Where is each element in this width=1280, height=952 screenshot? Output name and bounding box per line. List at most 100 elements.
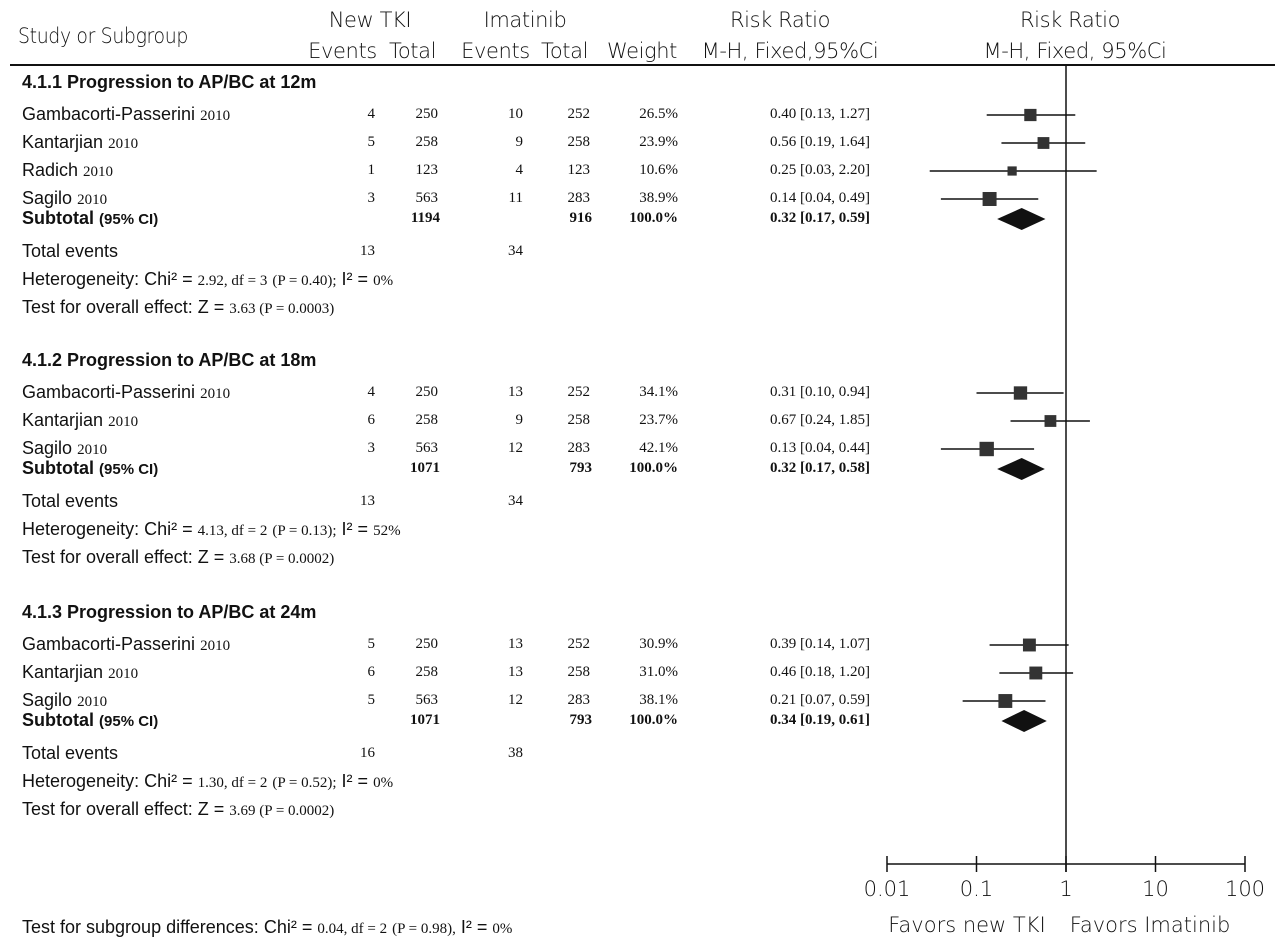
study-t2: 258 xyxy=(567,412,591,428)
overall-effect-label: Test for overall effect: xyxy=(22,547,193,567)
study-row: Sagilo 2010 xyxy=(22,188,107,209)
subtotal-label: Subtotal xyxy=(22,710,94,730)
subtotal-ci: 0.34 [0.19, 0.61] xyxy=(770,712,870,728)
study-t1: 250 xyxy=(415,106,439,122)
study-year: 2010 xyxy=(200,386,231,402)
study-t2: 252 xyxy=(567,106,591,122)
study-year: 2010 xyxy=(77,192,108,208)
study-name: Sagilo xyxy=(22,188,73,208)
subgroup-test: Test for subgroup differences: Chi² = 0.… xyxy=(22,917,512,938)
heterogeneity-label: Heterogeneity: xyxy=(22,771,140,791)
subgroup-test-i2-value: 0% xyxy=(492,921,513,937)
total-events-label: Total events xyxy=(22,743,119,763)
study-name: Radich xyxy=(22,160,79,180)
study-e1: 3 xyxy=(367,440,376,456)
overall-effect-z: Z = xyxy=(197,297,225,317)
study-ci: 0.21 [0.07, 0.59] xyxy=(770,692,870,708)
study-t1: 123 xyxy=(415,162,439,178)
heterogeneity-chi-val: 1.30, df = 2 xyxy=(197,775,268,791)
heterogeneity-row: Heterogeneity: Chi² = 2.92, df = 3 (P = … xyxy=(22,269,393,290)
subtotal-weight: 100.0% xyxy=(629,460,678,476)
study-t1: 250 xyxy=(415,384,439,400)
study-point xyxy=(998,694,1013,708)
study-ci: 0.40 [0.13, 1.27] xyxy=(770,106,870,122)
heterogeneity-p-paren: (P = 0.13); xyxy=(272,523,337,539)
study-e2: 10 xyxy=(508,106,523,122)
study-year: 2010 xyxy=(77,442,108,458)
heterogeneity-row: Heterogeneity: Chi² = 4.13, df = 2 (P = … xyxy=(22,519,401,540)
subtotal-t2: 793 xyxy=(569,712,593,728)
subtotal-diamond xyxy=(997,208,1046,230)
subtotal-t1: 1071 xyxy=(410,460,440,476)
total-events-label: Total events xyxy=(22,241,119,261)
heterogeneity-chi: Chi² = xyxy=(144,771,193,791)
study-name: Kantarjian xyxy=(22,410,104,430)
study-row: Kantarjian 2010 xyxy=(22,662,138,683)
heterogeneity-i2-val: 52% xyxy=(373,523,401,539)
heterogeneity-chi-val: 4.13, df = 2 xyxy=(197,523,268,539)
overall-effect-z: Z = xyxy=(197,799,225,819)
total-events-e2: 34 xyxy=(508,493,523,509)
subgroup-test-p: (P = 0.98), xyxy=(392,921,456,937)
study-point xyxy=(1029,666,1043,680)
study-year: 2010 xyxy=(77,694,108,710)
subgroup-test-label: Test for subgroup differences: xyxy=(22,917,259,937)
study-name: Sagilo xyxy=(22,690,73,710)
header-rr-method: M-H, Fixed,95%Ci xyxy=(701,39,879,63)
study-e1: 4 xyxy=(367,384,376,400)
overall-effect-row: Test for overall effect: Z = 3.63 (P = 0… xyxy=(22,297,334,318)
study-e2: 12 xyxy=(508,440,523,456)
study-t1: 563 xyxy=(415,440,439,456)
study-t2: 258 xyxy=(567,134,591,150)
study-e1: 1 xyxy=(367,162,376,178)
total-events-e1: 13 xyxy=(360,243,375,259)
study-ci: 0.39 [0.14, 1.07] xyxy=(770,636,870,652)
study-weight: 26.5% xyxy=(639,106,678,122)
study-e2: 11 xyxy=(508,190,523,206)
study-e2: 13 xyxy=(508,636,523,652)
subgroup-test-chi-value: 0.04, df = 2 xyxy=(317,921,388,937)
study-ci: 0.25 [0.03, 2.20] xyxy=(770,162,870,178)
subtotal-ci: 0.32 [0.17, 0.59] xyxy=(770,210,870,226)
study-ci: 0.67 [0.24, 1.85] xyxy=(770,412,870,428)
subtotal-ci-label: (95% CI) xyxy=(99,461,159,478)
study-point xyxy=(1037,137,1050,149)
study-e2: 13 xyxy=(508,664,523,680)
heterogeneity-chi-val: 2.92, df = 3 xyxy=(197,273,268,289)
header-study: Study or Subgroup xyxy=(18,24,189,48)
study-year: 2010 xyxy=(108,136,139,152)
subtotal-diamond xyxy=(1001,710,1047,732)
subtotal-t2: 793 xyxy=(569,460,593,476)
study-weight: 42.1% xyxy=(639,440,678,456)
study-name: Sagilo xyxy=(22,438,73,458)
study-t2: 258 xyxy=(567,664,591,680)
study-t1: 258 xyxy=(415,664,439,680)
heterogeneity-i2: I² = xyxy=(341,771,369,791)
heterogeneity-p-paren: (P = 0.40); xyxy=(272,273,337,289)
study-row: Sagilo 2010 xyxy=(22,690,107,711)
favors-right-label: Favors Imatinib xyxy=(1070,913,1231,937)
x-tick-label: 1 xyxy=(1059,877,1072,901)
overall-effect-z-val: 3.69 (P = 0.0002) xyxy=(229,803,335,819)
x-tick-label: 10 xyxy=(1142,877,1169,901)
study-t1: 258 xyxy=(415,134,439,150)
study-weight: 38.9% xyxy=(639,190,678,206)
x-tick-label: 0.1 xyxy=(960,877,993,901)
study-e1: 6 xyxy=(367,664,376,680)
study-t1: 258 xyxy=(415,412,439,428)
x-tick-label: 100 xyxy=(1225,877,1265,901)
study-e1: 3 xyxy=(367,190,376,206)
study-ci: 0.31 [0.10, 0.94] xyxy=(770,384,870,400)
header-events-2: Events xyxy=(461,39,530,63)
heterogeneity-i2-val: 0% xyxy=(373,775,394,791)
total-events-label: Total events xyxy=(22,491,119,511)
header-plot-title: Risk Ratio xyxy=(1019,8,1121,32)
study-ci: 0.13 [0.04, 0.44] xyxy=(770,440,870,456)
heterogeneity-i2: I² = xyxy=(341,269,369,289)
study-row: Gambacorti-Passerini 2010 xyxy=(22,634,230,655)
subtotal-ci: 0.32 [0.17, 0.58] xyxy=(770,460,870,476)
group-title: 4.1.2 Progression to AP/BC at 18m xyxy=(22,350,317,370)
study-point xyxy=(1013,386,1028,400)
header-imatinib: Imatinib xyxy=(483,8,567,32)
